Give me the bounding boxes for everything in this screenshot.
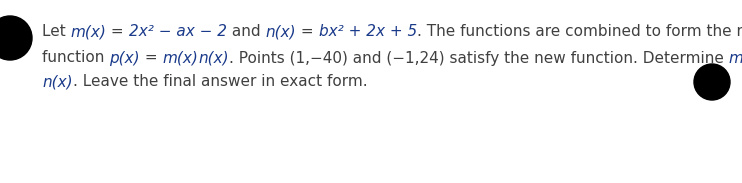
Circle shape bbox=[0, 16, 32, 60]
Text: bx² + 2x + 5: bx² + 2x + 5 bbox=[318, 25, 417, 40]
Text: Let: Let bbox=[42, 25, 70, 40]
Text: 2x² − ax − 2: 2x² − ax − 2 bbox=[129, 25, 227, 40]
Text: function: function bbox=[42, 51, 109, 66]
Text: m(x): m(x) bbox=[729, 51, 742, 66]
Circle shape bbox=[694, 64, 730, 100]
Text: . The functions are combined to form the new: . The functions are combined to form the… bbox=[417, 25, 742, 40]
Text: . Points (1,−40) and (−1,24) satisfy the new function. Determine: . Points (1,−40) and (−1,24) satisfy the… bbox=[229, 51, 729, 66]
Text: =: = bbox=[296, 25, 318, 40]
Text: n(x): n(x) bbox=[42, 74, 73, 89]
Text: m(x): m(x) bbox=[162, 51, 198, 66]
Text: p(x): p(x) bbox=[109, 51, 140, 66]
Text: m(x): m(x) bbox=[70, 25, 107, 40]
Text: and: and bbox=[227, 25, 266, 40]
Text: =: = bbox=[140, 51, 162, 66]
Text: . Leave the final answer in exact form.: . Leave the final answer in exact form. bbox=[73, 74, 367, 89]
Text: =: = bbox=[107, 25, 129, 40]
Text: n(x): n(x) bbox=[266, 25, 296, 40]
Text: n(x): n(x) bbox=[198, 51, 229, 66]
